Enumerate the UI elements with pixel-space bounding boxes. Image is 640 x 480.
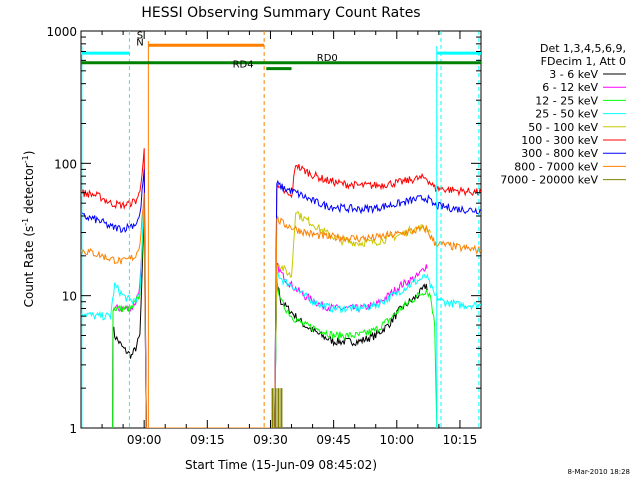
legend-label-5: 100 - 300 keV bbox=[521, 134, 598, 147]
y-axis-label-part1: Count Rate (s bbox=[22, 226, 36, 308]
y-axis-label-part3: ) bbox=[22, 151, 36, 156]
legend-label-1: 6 - 12 keV bbox=[542, 81, 598, 94]
x-tick-label-0: 09:00 bbox=[127, 433, 162, 447]
x-tick-label-1: 09:15 bbox=[190, 433, 225, 447]
series-line-7 bbox=[81, 192, 481, 428]
flag-label-n: N bbox=[136, 38, 143, 49]
flag-label-s: S bbox=[137, 30, 143, 41]
y-tick-label-0: 1 bbox=[69, 422, 77, 436]
series-line-2 bbox=[112, 203, 438, 428]
legend-label-0: 3 - 6 keV bbox=[549, 68, 598, 81]
y-axis-label-sup2: -1 bbox=[21, 155, 30, 163]
x-tick-label-5: 10:15 bbox=[443, 433, 478, 447]
y-axis-label-sup1: -1 bbox=[21, 218, 30, 226]
legend-header-line-2: FDecim 1, Att 0 bbox=[541, 55, 626, 68]
y-tick-label-2: 100 bbox=[54, 157, 77, 171]
series-line-0 bbox=[81, 215, 428, 428]
x-axis-label: Start Time (15-Jun-09 08:45:02) bbox=[185, 458, 377, 472]
generation-timestamp: 8-Mar-2010 18:28 bbox=[568, 468, 630, 476]
y-axis-label: Count Rate (s-1 detector-1) bbox=[21, 151, 36, 308]
legend-label-2: 12 - 25 keV bbox=[535, 94, 598, 107]
y-axis: 1 10 100 1000 bbox=[46, 25, 481, 436]
legend-label-3: 25 - 50 keV bbox=[535, 108, 598, 121]
x-axis: 09:00 09:15 09:30 09:45 10:00 10:15 bbox=[101, 31, 482, 447]
legend-header-line-1: Det 1,3,4,5,6,9, bbox=[540, 42, 626, 55]
plot-content bbox=[81, 31, 481, 428]
legend-label-8: 7000 - 20000 keV bbox=[500, 174, 598, 187]
y-tick-label-1: 10 bbox=[62, 290, 77, 304]
flag-label-rd0: RD0 bbox=[317, 53, 338, 64]
x-tick-label-4: 10:00 bbox=[379, 433, 414, 447]
series-line-4 bbox=[274, 210, 431, 428]
series-line-3 bbox=[81, 192, 481, 428]
x-tick-label-2: 09:30 bbox=[253, 433, 288, 447]
y-axis-label-part2: detector bbox=[22, 163, 36, 218]
series-line-1 bbox=[112, 215, 428, 428]
legend-label-4: 50 - 100 keV bbox=[528, 121, 598, 134]
plot-area: RD0 RD4 SN bbox=[81, 30, 481, 428]
chart-title: HESSI Observing Summary Count Rates bbox=[141, 5, 420, 21]
x-tick-label-3: 09:45 bbox=[316, 433, 351, 447]
series-line-6 bbox=[81, 169, 481, 428]
flag-label-rd4: RD4 bbox=[233, 60, 254, 71]
legend-label-6: 300 - 800 keV bbox=[521, 147, 598, 160]
legend-label-7: 800 - 7000 keV bbox=[514, 160, 598, 173]
legend: Det 1,3,4,5,6,9, FDecim 1, Att 0 3 - 6 k… bbox=[500, 42, 626, 187]
y-tick-label-3: 1000 bbox=[46, 25, 77, 39]
